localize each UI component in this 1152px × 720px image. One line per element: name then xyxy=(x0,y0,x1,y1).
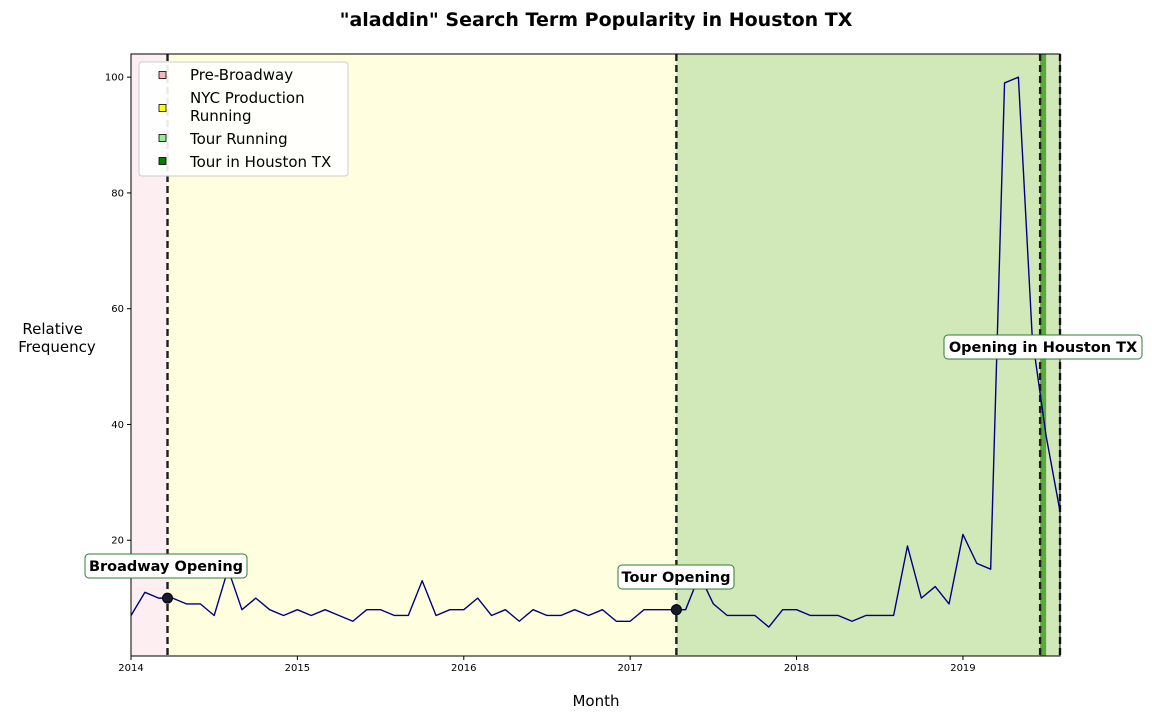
legend: Pre-Broadway NYC Production Running Tour Ru… xyxy=(138,61,349,177)
annotation-label-2: Opening in Houston TX xyxy=(949,340,1137,356)
y-axis-label-line-2: Frequency xyxy=(18,338,96,356)
y-tick-label-3: 80 xyxy=(111,188,124,199)
annotation-box-1 xyxy=(617,564,735,590)
annotations: Broadway Opening Tour Opening Opening in H… xyxy=(84,334,1143,590)
series-layer xyxy=(130,76,1061,628)
x-axis-label: Month xyxy=(572,692,619,710)
legend-label-3: Tour in Houston TX xyxy=(189,153,331,171)
event-marker-0 xyxy=(162,592,174,604)
legend-items: Pre-Broadway NYC Production Running Tour Ru… xyxy=(158,66,331,171)
y-tick-label-4: 100 xyxy=(105,73,124,84)
y-axis-label: Relative Frequency xyxy=(18,320,96,356)
series-line-0 xyxy=(130,76,1061,628)
x-tick-label-1: 2015 xyxy=(285,663,310,674)
annotation-label-0: Broadway Opening xyxy=(89,559,243,575)
y-tick-label-0: 20 xyxy=(111,536,124,547)
legend-swatch-1 xyxy=(158,104,167,112)
legend-label-1: NYC Production Running xyxy=(190,89,305,125)
legend-swatch-0 xyxy=(158,71,167,79)
x-axis-ticks: 2014 2015 2016 2017 2018 2019 xyxy=(118,656,976,674)
x-tick-label-5: 2019 xyxy=(950,663,975,674)
legend-box xyxy=(138,61,349,177)
x-tick-label-4: 2018 xyxy=(784,663,809,674)
legend-label-0: Pre-Broadway xyxy=(190,66,293,84)
event-marker-1 xyxy=(670,604,682,616)
event-markers xyxy=(162,592,682,616)
y-axis-ticks: 20 40 60 80 100 xyxy=(105,73,131,547)
annotation-box-2 xyxy=(943,334,1143,360)
legend-swatch-2 xyxy=(158,134,167,142)
chart-title: "aladdin" Search Term Popularity in Hous… xyxy=(340,9,853,31)
y-tick-label-2: 60 xyxy=(111,304,124,315)
legend-label-2: Tour Running xyxy=(189,130,288,148)
annotation-box-0 xyxy=(84,553,248,579)
x-tick-label-0: 2014 xyxy=(118,663,143,674)
x-tick-label-3: 2017 xyxy=(617,663,642,674)
annotation-label-1: Tour Opening xyxy=(622,570,731,586)
legend-swatch-3 xyxy=(158,157,167,165)
y-axis-label-line-1: Relative xyxy=(22,320,83,338)
y-tick-label-1: 40 xyxy=(111,420,124,431)
x-tick-label-2: 2016 xyxy=(451,663,476,674)
